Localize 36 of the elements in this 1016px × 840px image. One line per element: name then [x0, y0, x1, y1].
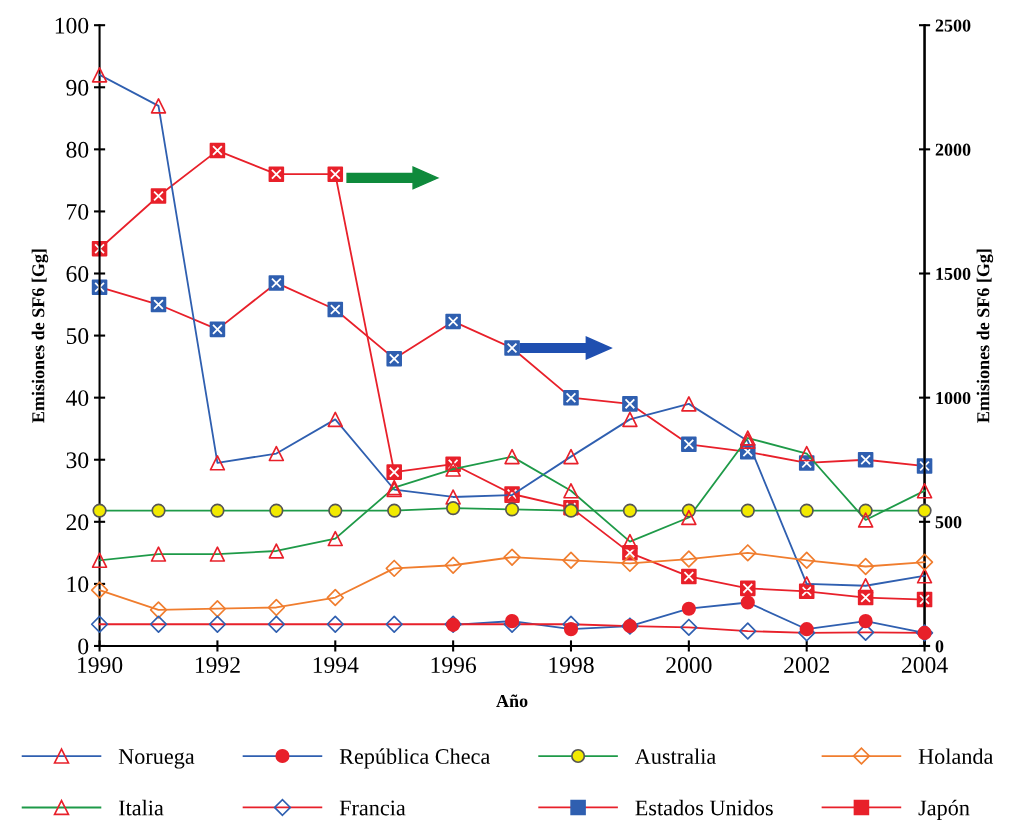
legend-label: Australia — [634, 748, 716, 765]
y-tick-label: 0 — [78, 638, 89, 655]
y-tick-label: 10 — [67, 576, 89, 593]
legend-label: Francia — [339, 800, 406, 816]
y2-axis-title: Emisiones de SF6 [Gg] — [976, 249, 994, 423]
y-tick-label: 20 — [66, 514, 89, 531]
y2-tick-label: 500 — [935, 516, 962, 529]
x-tick-label: 2000 — [666, 657, 712, 673]
legend-label: Italia — [118, 799, 164, 816]
y-tick-label: 50 — [66, 328, 89, 344]
legend-label: Holanda — [918, 748, 994, 765]
x-tick-label: 1990 — [78, 657, 123, 673]
y-tick-label: 30 — [66, 452, 89, 469]
x-tick-label: 2004 — [901, 657, 948, 673]
y-tick-label: 60 — [66, 265, 89, 282]
legend-label: Noruega — [118, 749, 195, 769]
y-tick-label: 40 — [66, 390, 89, 407]
y-tick-label: 100 — [55, 17, 89, 34]
x-tick-label: 1998 — [549, 657, 594, 673]
y2-tick-label: 1000 — [936, 391, 971, 405]
x-tick-label: 2002 — [784, 657, 830, 673]
y2-tick-label: 2500 — [935, 19, 971, 32]
x-tick-label: 1994 — [313, 657, 359, 673]
x-tick-label: 1992 — [195, 657, 240, 673]
y-tick-label: 70 — [67, 203, 89, 220]
y2-tick-label: 2000 — [935, 143, 971, 156]
legend-label: Estados Unidos — [635, 799, 773, 816]
y2-tick-label: 1500 — [936, 267, 971, 280]
legend-label: República Checa — [339, 748, 490, 769]
legend-label: Japón — [918, 799, 970, 820]
y-axis-title: Emisiones de SF6 [Gg] — [31, 249, 49, 423]
x-tick-label: 1996 — [431, 657, 477, 673]
y-tick-label: 90 — [66, 79, 89, 96]
y-tick-label: 80 — [66, 141, 89, 158]
x-axis-title: Año — [496, 694, 528, 708]
y2-tick-label: 0 — [935, 640, 944, 653]
